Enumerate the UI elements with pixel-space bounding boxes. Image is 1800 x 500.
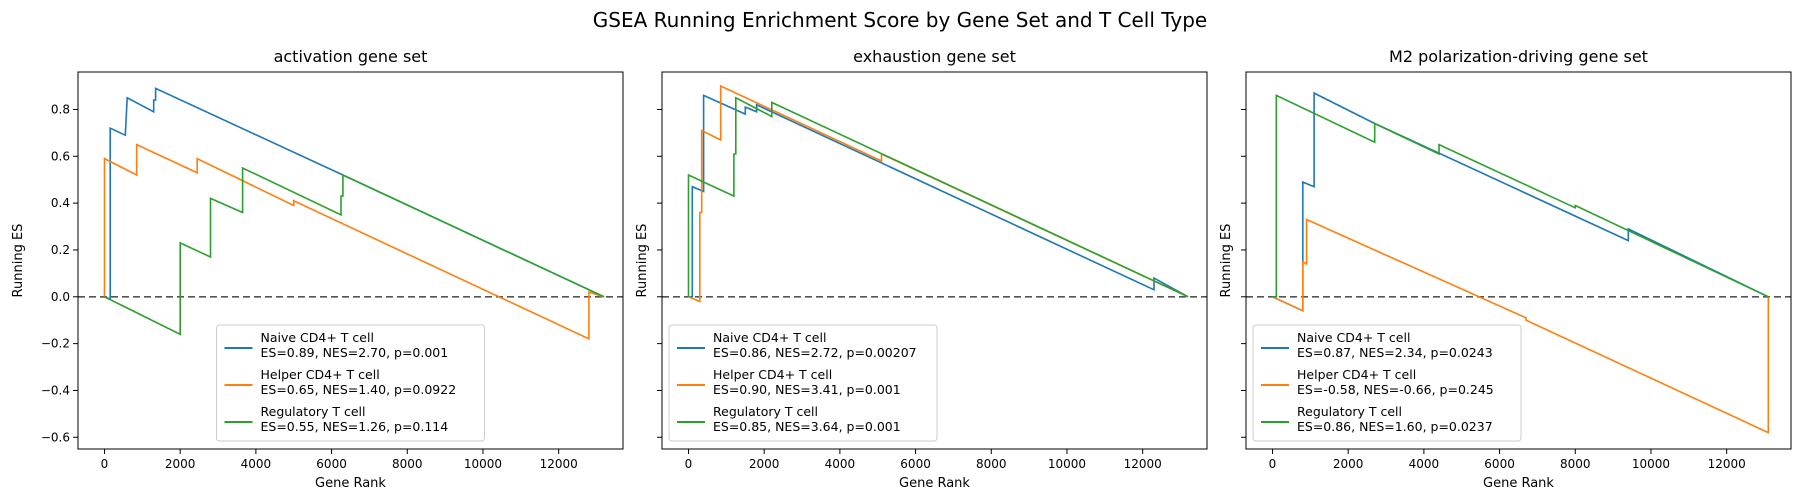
legend-box xyxy=(216,324,485,442)
panel-title: activation gene set xyxy=(274,47,428,66)
x-axis-label: Gene Rank xyxy=(1483,476,1554,491)
x-axis-label: Gene Rank xyxy=(315,476,386,491)
legend-series-name: Naive CD4+ T cell xyxy=(1297,330,1410,345)
legend-series-name: Helper CD4+ T cell xyxy=(261,367,380,382)
y-tick-label: 0.2 xyxy=(51,243,70,257)
y-tick-label: 0.6 xyxy=(51,149,70,163)
x-tick-label: 6000 xyxy=(900,457,931,471)
panel-1: activation gene set 0 2000 4000 6000 8000 1000… xyxy=(11,47,624,491)
x-tick-label: 6000 xyxy=(316,457,347,471)
legend-series-stats: ES=0.89, NES=2.70, p=0.001 xyxy=(261,345,449,360)
y-tick-label: −0.4 xyxy=(41,383,70,397)
series-line-2 xyxy=(1272,218,1770,434)
plot-area xyxy=(103,87,605,341)
x-tick-label: 10000 xyxy=(1632,457,1670,471)
legend-box xyxy=(1252,324,1522,442)
legend-series-stats: ES=-0.58, NES=-0.66, p=0.245 xyxy=(1297,382,1494,397)
x-tick-label: 0 xyxy=(1269,457,1277,471)
legend-series-stats: ES=0.90, NES=3.41, p=0.001 xyxy=(713,382,901,397)
y-tick-label: 0.4 xyxy=(51,196,70,210)
series-line-3 xyxy=(1272,94,1769,298)
series-line-3 xyxy=(104,166,605,336)
legend-box xyxy=(668,324,938,442)
x-tick-label: 2000 xyxy=(749,457,780,471)
y-tick-label: −0.6 xyxy=(41,430,70,444)
legend-series-name: Regulatory T cell xyxy=(713,404,818,419)
y-axis-label: Running ES xyxy=(1219,224,1234,298)
x-tick-label: 10000 xyxy=(464,457,502,471)
legend-series-name: Naive CD4+ T cell xyxy=(713,330,826,345)
series-line-3 xyxy=(687,96,1189,298)
y-axis-label: Running ES xyxy=(11,224,26,298)
x-tick-label: 4000 xyxy=(241,457,272,471)
axes-frame xyxy=(77,71,624,450)
x-tick-label: 6000 xyxy=(1484,457,1515,471)
x-tick-label: 8000 xyxy=(392,457,423,471)
x-tick-label: 8000 xyxy=(1560,457,1591,471)
y-tick-label: −0.2 xyxy=(41,337,70,351)
x-tick-label: 12000 xyxy=(1708,457,1746,471)
series-line-2 xyxy=(103,143,605,341)
x-tick-label: 12000 xyxy=(1124,457,1162,471)
plot-area xyxy=(687,84,1189,303)
panel-2: exhaustion gene set 0 2000 4000 6000 8000 1000… xyxy=(635,47,1208,491)
x-tick-label: 4000 xyxy=(1409,457,1440,471)
x-tick-label: 0 xyxy=(101,457,109,471)
series-line-1 xyxy=(688,94,1189,298)
x-tick-label: 0 xyxy=(685,457,693,471)
legend-series-stats: ES=0.65, NES=1.40, p=0.0922 xyxy=(261,382,457,397)
axes-frame xyxy=(1245,71,1792,450)
x-tick-label: 8000 xyxy=(976,457,1007,471)
x-tick-label: 2000 xyxy=(1333,457,1364,471)
x-axis-label: Gene Rank xyxy=(899,476,970,491)
legend-series-stats: ES=0.55, NES=1.26, p=0.114 xyxy=(261,419,449,434)
legend-series-name: Regulatory T cell xyxy=(261,404,366,419)
series-line-2 xyxy=(688,84,1189,303)
panel-title: M2 polarization-driving gene set xyxy=(1389,47,1648,66)
x-tick-label: 2000 xyxy=(165,457,196,471)
y-tick-label: 0.8 xyxy=(51,102,70,116)
legend-series-name: Helper CD4+ T cell xyxy=(1297,367,1416,382)
panel-3: M2 polarization-driving gene set 0 2000 400… xyxy=(1219,47,1792,491)
y-tick-label: 0.0 xyxy=(51,290,70,304)
legend-series-name: Naive CD4+ T cell xyxy=(261,330,374,345)
series-line-1 xyxy=(1272,91,1769,313)
series-line-1 xyxy=(104,87,605,301)
axes-frame xyxy=(661,71,1208,450)
x-tick-label: 10000 xyxy=(1048,457,1086,471)
legend-series-name: Helper CD4+ T cell xyxy=(713,367,832,382)
panel-title: exhaustion gene set xyxy=(853,47,1016,66)
legend-series-stats: ES=0.85, NES=3.64, p=0.001 xyxy=(713,419,901,434)
figure-title: GSEA Running Enrichment Score by Gene Se… xyxy=(592,8,1208,32)
legend-series-stats: ES=0.86, NES=1.60, p=0.0237 xyxy=(1297,419,1493,434)
legend-series-stats: ES=0.86, NES=2.72, p=0.00207 xyxy=(713,345,917,360)
y-axis-label: Running ES xyxy=(635,224,650,298)
x-tick-label: 4000 xyxy=(825,457,856,471)
legend-series-stats: ES=0.87, NES=2.34, p=0.0243 xyxy=(1297,345,1493,360)
legend-series-name: Regulatory T cell xyxy=(1297,404,1402,419)
x-tick-label: 12000 xyxy=(540,457,578,471)
plot-area xyxy=(1272,91,1770,434)
